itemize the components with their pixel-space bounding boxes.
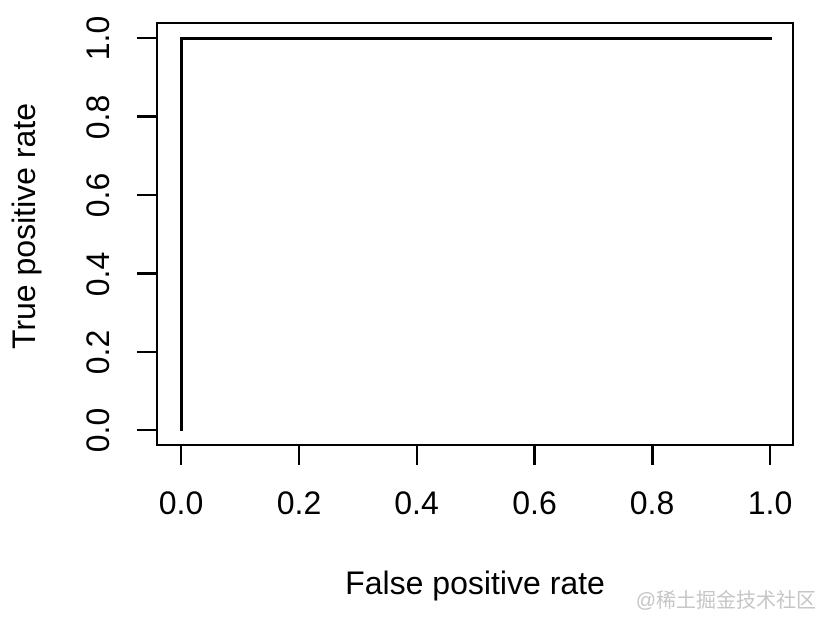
x-tick-label: 0.6: [512, 485, 557, 521]
x-tick: [179, 445, 183, 465]
y-tick: [137, 350, 157, 354]
roc-curve-vertical-segment: [179, 36, 183, 431]
y-tick-label: 0.8: [80, 94, 116, 139]
x-axis-label: False positive rate: [345, 565, 605, 601]
y-tick: [137, 428, 157, 432]
y-tick: [137, 115, 157, 118]
x-tick: [297, 445, 301, 465]
y-tick-label: 0.0: [80, 407, 116, 453]
y-tick-label: 0.4: [80, 251, 116, 296]
watermark-text: @稀土掘金技术社区: [635, 590, 816, 612]
y-tick-label: 0.2: [80, 329, 116, 375]
y-tick-label: 1.0: [80, 15, 116, 61]
y-tick-label: 0.6: [80, 172, 116, 218]
x-tick: [651, 445, 654, 465]
x-tick: [533, 445, 536, 465]
x-tick: [415, 445, 418, 465]
x-tick-label: 1.0: [747, 485, 793, 521]
y-tick: [137, 272, 157, 275]
plot-area-border: [156, 22, 794, 446]
x-tick-label: 0.4: [394, 485, 439, 521]
roc-curve-horizontal-segment: [179, 36, 772, 40]
x-tick-label: 0.8: [629, 485, 675, 521]
x-tick: [768, 445, 772, 465]
y-tick: [137, 193, 157, 197]
y-tick: [137, 36, 157, 40]
y-axis-label: True positive rate: [6, 102, 42, 350]
x-tick-label: 0.2: [276, 485, 322, 521]
x-tick-label: 0.0: [158, 485, 204, 521]
